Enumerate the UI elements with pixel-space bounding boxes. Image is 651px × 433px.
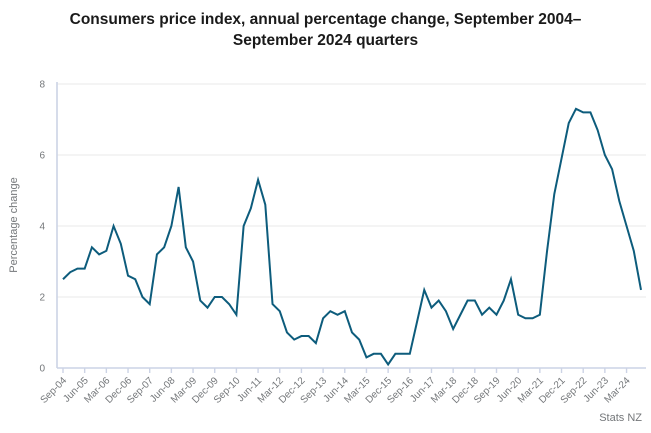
chart-title: Consumers price index, annual percentage…	[0, 0, 651, 52]
cpi-series-line	[62, 107, 642, 367]
chart-title-text: Consumers price index, annual percentage…	[69, 11, 582, 50]
cpi-line-chart: 0 2 4 6 8 Sep-04Jun-05Mar-06Dec-06Sep-07Jun-…	[8, 80, 646, 424]
y-tick-label-6: 6	[39, 151, 45, 162]
x-axis-tick-labels: Sep-04Jun-05Mar-06Dec-06Sep-07Jun-08Mar-…	[39, 375, 633, 406]
x-axis-ticks	[62, 368, 628, 373]
gridlines	[57, 83, 646, 298]
y-axis-title: Percentage change	[8, 177, 20, 272]
y-tick-label-4: 4	[39, 222, 45, 233]
y-tick-label-2: 2	[39, 293, 45, 304]
y-axis-tick-labels: 0 2 4 6 8	[39, 80, 45, 375]
y-tick-label-8: 8	[39, 80, 45, 91]
source-attribution: Stats NZ	[599, 412, 642, 424]
y-tick-label-0: 0	[39, 364, 45, 375]
